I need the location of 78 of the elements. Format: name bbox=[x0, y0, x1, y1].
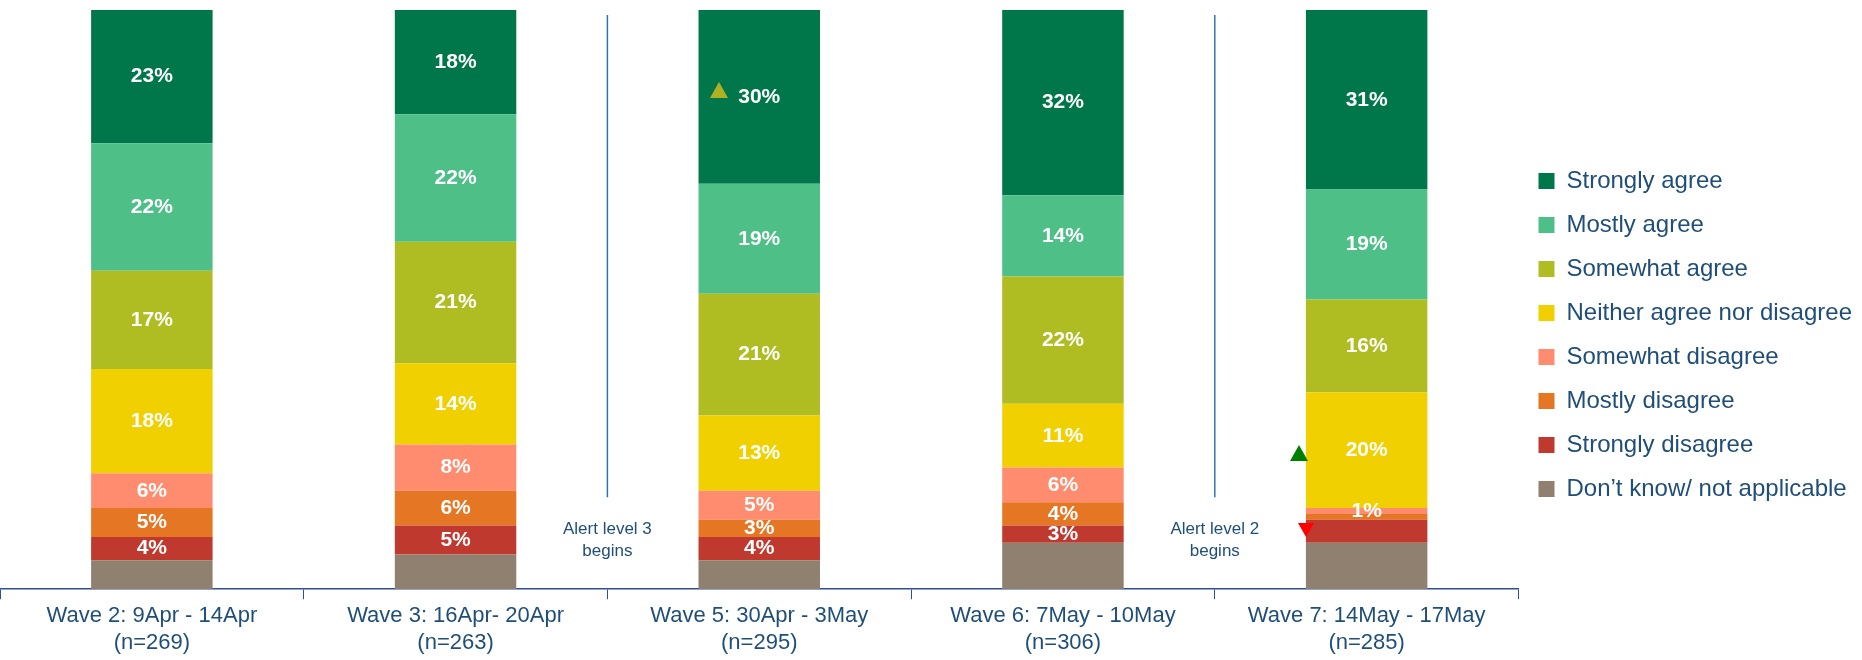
x-tick-label: Wave 5: 30Apr - 3May (n=295) bbox=[650, 602, 869, 654]
bar bbox=[394, 114, 517, 242]
bar bbox=[1002, 403, 1124, 468]
data-label: 23% bbox=[130, 63, 174, 87]
bar bbox=[1002, 276, 1124, 404]
bar bbox=[698, 293, 820, 416]
bar bbox=[91, 270, 213, 370]
annotation: Alert level 2 begins bbox=[1170, 518, 1260, 560]
legend-label: Mostly agree bbox=[1566, 209, 1704, 237]
bar bbox=[394, 490, 517, 526]
bar bbox=[394, 444, 517, 491]
x-tick-label: Wave 6: 7May - 10May (n=306) bbox=[950, 602, 1176, 654]
data-label: 5% bbox=[744, 492, 775, 516]
data-label: 5% bbox=[136, 509, 168, 533]
legend-label: Neither agree nor disagree bbox=[1566, 297, 1853, 325]
data-label: 8% bbox=[440, 454, 472, 478]
bar bbox=[91, 369, 213, 474]
x-tick-label: Wave 7: 14May - 17May (n=285) bbox=[1247, 602, 1486, 654]
bar bbox=[394, 241, 517, 364]
bar bbox=[91, 10, 213, 144]
x-tick-label: Wave 3: 16Apr- 20Apr (n=263) bbox=[347, 602, 564, 654]
data-label: 19% bbox=[1345, 231, 1388, 255]
data-label: 32% bbox=[1041, 89, 1085, 113]
bar bbox=[1305, 10, 1428, 190]
data-label: 14% bbox=[1041, 222, 1085, 246]
data-label: 5% bbox=[440, 526, 472, 550]
bar bbox=[698, 490, 820, 520]
bar bbox=[698, 183, 820, 294]
bar bbox=[1305, 189, 1428, 300]
legend-label: Strongly agree bbox=[1566, 165, 1723, 193]
legend-label: Somewhat agree bbox=[1566, 253, 1748, 281]
data-label: 11% bbox=[1042, 422, 1084, 446]
bar bbox=[1305, 542, 1428, 590]
data-label: 6% bbox=[1047, 471, 1079, 495]
data-label: 18% bbox=[130, 408, 174, 432]
data-label: 21% bbox=[738, 341, 781, 365]
data-label: 18% bbox=[434, 48, 477, 72]
bar bbox=[91, 537, 213, 561]
annotation: Alert level 3 begins bbox=[562, 518, 652, 560]
bar bbox=[1002, 10, 1124, 196]
data-label: 6% bbox=[440, 494, 472, 518]
data-label: 22% bbox=[434, 164, 477, 188]
data-label: 6% bbox=[136, 477, 168, 501]
bar bbox=[394, 363, 517, 445]
data-label: 21% bbox=[434, 289, 477, 313]
bar bbox=[1002, 542, 1124, 590]
bar bbox=[698, 537, 820, 561]
legend-label: Mostly disagree bbox=[1566, 385, 1735, 413]
bar bbox=[698, 10, 820, 184]
data-label: 22% bbox=[130, 193, 174, 217]
data-label: 22% bbox=[1041, 326, 1085, 350]
data-label: 4% bbox=[136, 535, 168, 559]
legend-label: Strongly disagree bbox=[1566, 429, 1754, 457]
bar bbox=[1002, 467, 1124, 503]
data-label: 19% bbox=[738, 225, 781, 249]
x-tick-label: Wave 2: 9Apr - 14Apr (n=269) bbox=[46, 602, 258, 654]
data-label: 20% bbox=[1345, 436, 1388, 460]
bar bbox=[394, 554, 517, 590]
bar bbox=[698, 415, 820, 491]
bar bbox=[394, 10, 517, 115]
bar bbox=[1002, 525, 1124, 543]
bar bbox=[698, 560, 820, 590]
bar bbox=[1002, 195, 1124, 277]
bar bbox=[91, 508, 213, 538]
bar bbox=[91, 473, 213, 509]
bar bbox=[91, 560, 213, 590]
data-label: 13% bbox=[738, 439, 781, 463]
legend-label: Don’t know/ not applicable bbox=[1566, 473, 1847, 501]
data-label: 30% bbox=[738, 83, 781, 107]
bar bbox=[1305, 299, 1428, 393]
bar bbox=[91, 143, 213, 271]
bar bbox=[1002, 502, 1124, 526]
bar bbox=[394, 525, 517, 555]
data-label: 31% bbox=[1345, 86, 1388, 110]
legend-label: Somewhat disagree bbox=[1566, 341, 1779, 369]
data-label: 17% bbox=[130, 306, 174, 330]
data-label: 16% bbox=[1345, 332, 1388, 356]
data-label: 14% bbox=[434, 390, 477, 414]
